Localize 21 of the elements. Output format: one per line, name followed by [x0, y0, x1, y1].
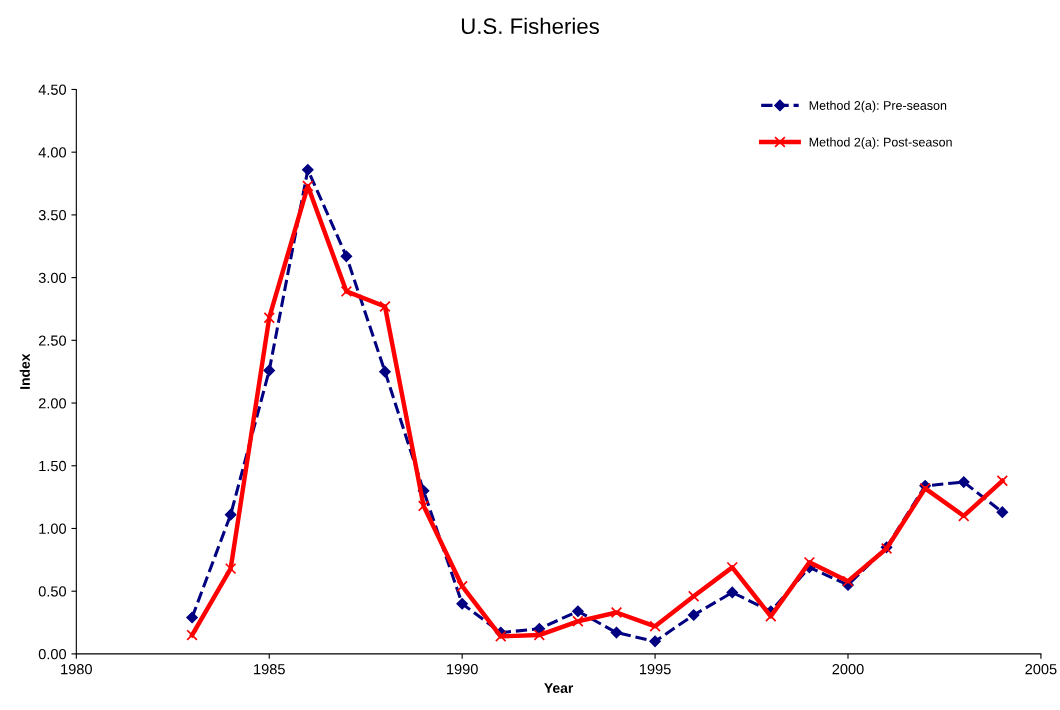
chart-title: U.S. Fisheries: [461, 17, 599, 35]
x-tick-label: 1995: [639, 664, 671, 675]
y-axis-title: Index: [19, 353, 30, 389]
legend-label: Method 2(a): Post-season: [809, 137, 952, 150]
y-tick-label: 4.50: [38, 84, 67, 95]
x-tick-label: 2005: [1025, 664, 1057, 675]
y-tick-label: 2.50: [38, 335, 67, 346]
x-tick-label: 1985: [254, 664, 285, 675]
y-tick-label: 2.00: [38, 398, 67, 409]
x-tick-label: 1990: [447, 664, 478, 675]
y-tick-label: 3.50: [38, 209, 67, 221]
x-tick-label: 1980: [61, 664, 92, 675]
y-tick-label: 1.00: [39, 523, 67, 534]
x-axis-title: Year: [544, 683, 574, 693]
y-tick-label: 0.00: [38, 649, 67, 660]
y-tick-label: 1.50: [39, 460, 67, 472]
legend-label: Method 2(a): Pre-season: [809, 100, 947, 113]
y-tick-label: 0.50: [38, 586, 67, 597]
y-tick-label: 4.00: [38, 147, 67, 158]
x-tick-label: 2000: [832, 664, 864, 675]
y-tick-label: 3.00: [38, 272, 67, 284]
